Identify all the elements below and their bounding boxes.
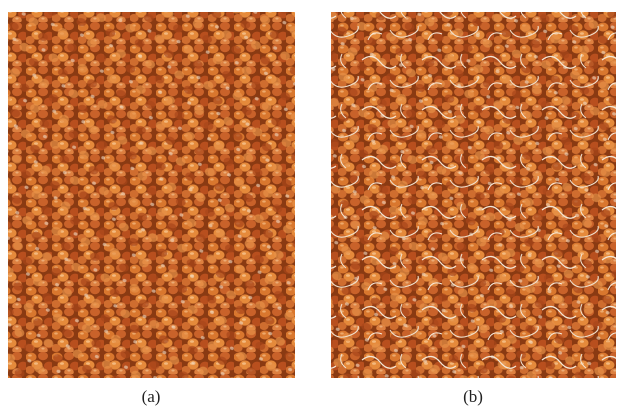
photo-b-sprouts bbox=[331, 12, 616, 378]
caption-a: (a) bbox=[142, 387, 161, 406]
photo-a-texture bbox=[8, 12, 295, 378]
caption-b: (b) bbox=[463, 387, 483, 406]
panel-b: (b) bbox=[331, 12, 616, 406]
panel-a: (a) bbox=[8, 12, 295, 406]
